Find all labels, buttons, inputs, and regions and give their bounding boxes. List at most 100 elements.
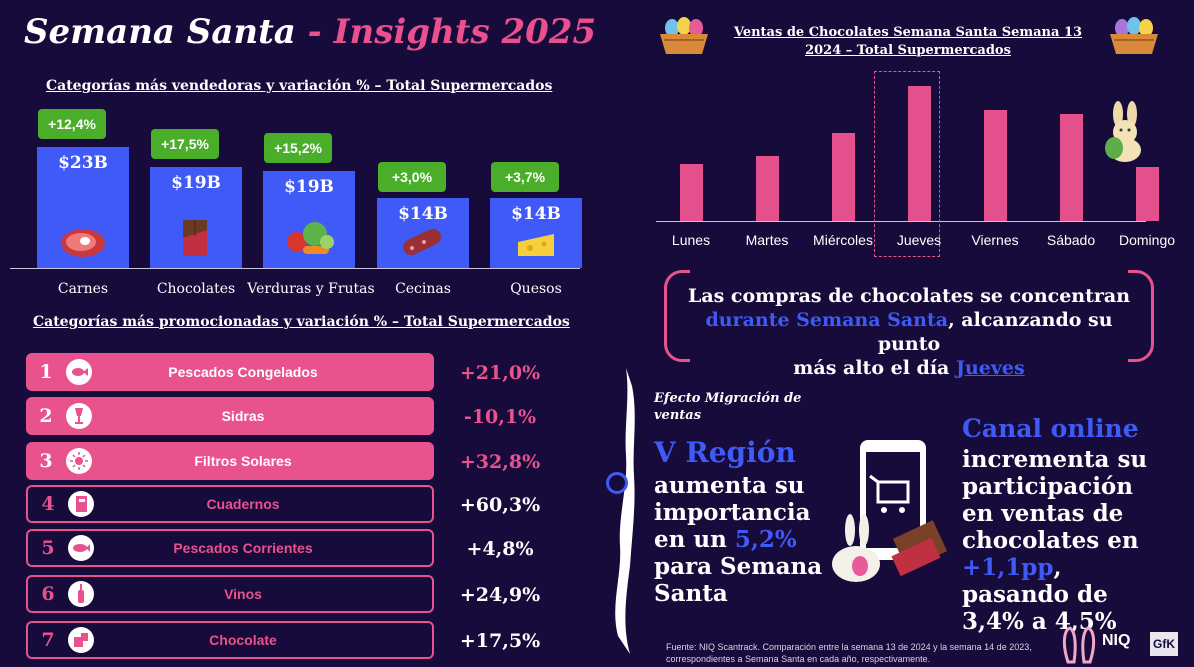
category-value: $19B <box>171 173 221 193</box>
migration-label: Efecto Migración de ventas <box>654 391 802 423</box>
wine-bottle-icon <box>68 581 94 607</box>
promo-row-1: 1 Pescados Congelados <box>26 353 434 391</box>
migration-text1: aumenta su importancia en un <box>654 472 811 553</box>
chart-day-label: Jueves <box>896 232 942 248</box>
category-value: $23B <box>58 153 108 173</box>
category-value: $19B <box>284 177 334 197</box>
meat-icon <box>61 229 105 257</box>
promo-change-1: +21,0% <box>459 362 541 384</box>
insight-line2: , alcanzando su punto <box>877 309 1113 355</box>
category-bar-verduras: $19B <box>263 171 355 268</box>
category-bar-chocolates: $19B <box>150 167 242 268</box>
promo-label: Pescados Congelados <box>168 364 318 380</box>
sun-icon <box>66 448 92 474</box>
change-badge-verduras: +15,2% <box>264 133 332 163</box>
change-badge-cecinas: +3,0% <box>378 162 446 192</box>
promo-row-4: 4 Cuadernos <box>26 485 434 523</box>
category-value: $14B <box>511 204 561 224</box>
rank-number: 1 <box>39 361 53 383</box>
promo-row-2: 2 Sidras <box>26 397 434 435</box>
chart-day-label: Viernes <box>971 232 1019 248</box>
rank-number: 5 <box>41 537 55 559</box>
sausage-icon <box>403 228 441 256</box>
chart-day-label: Martes <box>745 232 789 248</box>
top-categories-heading: Categorías más vendedoras y variación % … <box>46 78 553 94</box>
promo-label: Sidras <box>221 408 265 424</box>
promo-label: Cuadernos <box>206 496 280 512</box>
source-footnote: Fuente: NIQ Scantrack. Comparación entre… <box>666 642 1032 664</box>
chart-bar-sábado <box>1060 114 1083 221</box>
vegetables-icon <box>287 222 334 254</box>
chart-day-label: Sábado <box>1046 232 1096 248</box>
migration-value: 5,2% <box>734 526 797 553</box>
baseline <box>10 268 580 269</box>
online-value: +1,1pp <box>962 554 1054 581</box>
notebook-icon <box>68 491 94 517</box>
migration-text2: para Semana Santa <box>654 553 823 607</box>
page-title: Semana Santa - Insights 2025 <box>24 12 596 52</box>
promo-change-4: +60,3% <box>459 494 541 516</box>
bunny-ears-logo-icon <box>1060 624 1098 667</box>
promo-label: Pescados Corrientes <box>173 540 313 556</box>
chart-bar-jueves <box>908 86 931 221</box>
chocolate-bar-icon <box>183 220 207 256</box>
promo-change-6: +24,9% <box>459 584 541 606</box>
change-badge-carnes: +12,4% <box>38 109 106 139</box>
highlight-box-jueves <box>874 71 940 257</box>
promo-categories-heading: Categorías más promocionadas y variación… <box>33 314 570 330</box>
chart-bar-miércoles <box>832 133 855 221</box>
category-bar-quesos: $14B <box>490 198 582 268</box>
chart-bar-martes <box>756 156 779 221</box>
promo-label: Chocolate <box>209 632 277 648</box>
cheese-icon <box>518 234 554 256</box>
online-text1: incrementa su participación en ventas de… <box>962 446 1148 554</box>
bracket-cover <box>690 266 1128 366</box>
chile-map-icon <box>596 366 646 661</box>
chart-day-label: Lunes <box>671 232 711 248</box>
insight-line3: más alto el día <box>793 357 956 379</box>
chart-bar-viernes <box>984 110 1007 221</box>
title-separator: - <box>295 12 334 52</box>
online-heading: Canal online <box>962 414 1139 443</box>
promo-label: Vinos <box>224 586 262 602</box>
category-bar-cecinas: $14B <box>377 198 469 268</box>
promo-row-6: 6 Vinos <box>26 575 434 613</box>
rank-number: 2 <box>39 405 53 427</box>
easter-basket-icon-right <box>1106 14 1162 63</box>
promo-change-2: -10,1% <box>463 406 537 428</box>
phone-cart-icon <box>826 436 956 591</box>
gfk-logo: GfK <box>1150 632 1178 656</box>
rank-number: 3 <box>39 450 53 472</box>
category-label-verduras: Verduras y Frutas <box>247 281 375 297</box>
cider-glass-icon <box>66 403 92 429</box>
chart-title: Ventas de Chocolates Semana Santa Semana… <box>733 25 1083 58</box>
category-label-cecinas: Cecinas <box>395 281 451 297</box>
promo-change-5: +4,8% <box>466 538 534 560</box>
insight-highlight-jueves: Jueves <box>955 357 1025 379</box>
title-part1: Semana Santa <box>24 12 296 52</box>
title-part2: Insights 2025 <box>333 12 597 52</box>
niq-logo: NIQ <box>1102 632 1131 649</box>
rank-number: 6 <box>41 583 55 605</box>
change-badge-quesos: +3,7% <box>491 162 559 192</box>
rank-number: 7 <box>41 629 55 651</box>
category-bar-carnes: $23B <box>37 147 129 268</box>
migration-text: aumenta su importancia en un 5,2% para S… <box>654 472 830 607</box>
category-value: $14B <box>398 204 448 224</box>
promo-row-5: 5 Pescados Corrientes <box>26 529 434 567</box>
online-text: incrementa su participación en ventas de… <box>962 446 1162 635</box>
promo-label: Filtros Solares <box>194 453 292 469</box>
insight-text: Las compras de chocolates se concentran … <box>676 284 1142 380</box>
chart-day-label: Miércoles <box>813 232 873 248</box>
migration-region: V Región <box>654 436 796 469</box>
frozen-fish-icon <box>66 359 92 385</box>
promo-change-7: +17,5% <box>459 630 541 652</box>
insight-highlight-semana-santa: durante Semana Santa <box>705 309 949 331</box>
category-label-quesos: Quesos <box>510 281 562 297</box>
fish-icon <box>68 535 94 561</box>
region-marker <box>606 472 628 494</box>
easter-basket-icon-left <box>656 14 712 63</box>
chart-baseline <box>656 221 1146 222</box>
chart-day-label: Domingo <box>1118 232 1176 248</box>
bunny-icon <box>1098 100 1156 169</box>
